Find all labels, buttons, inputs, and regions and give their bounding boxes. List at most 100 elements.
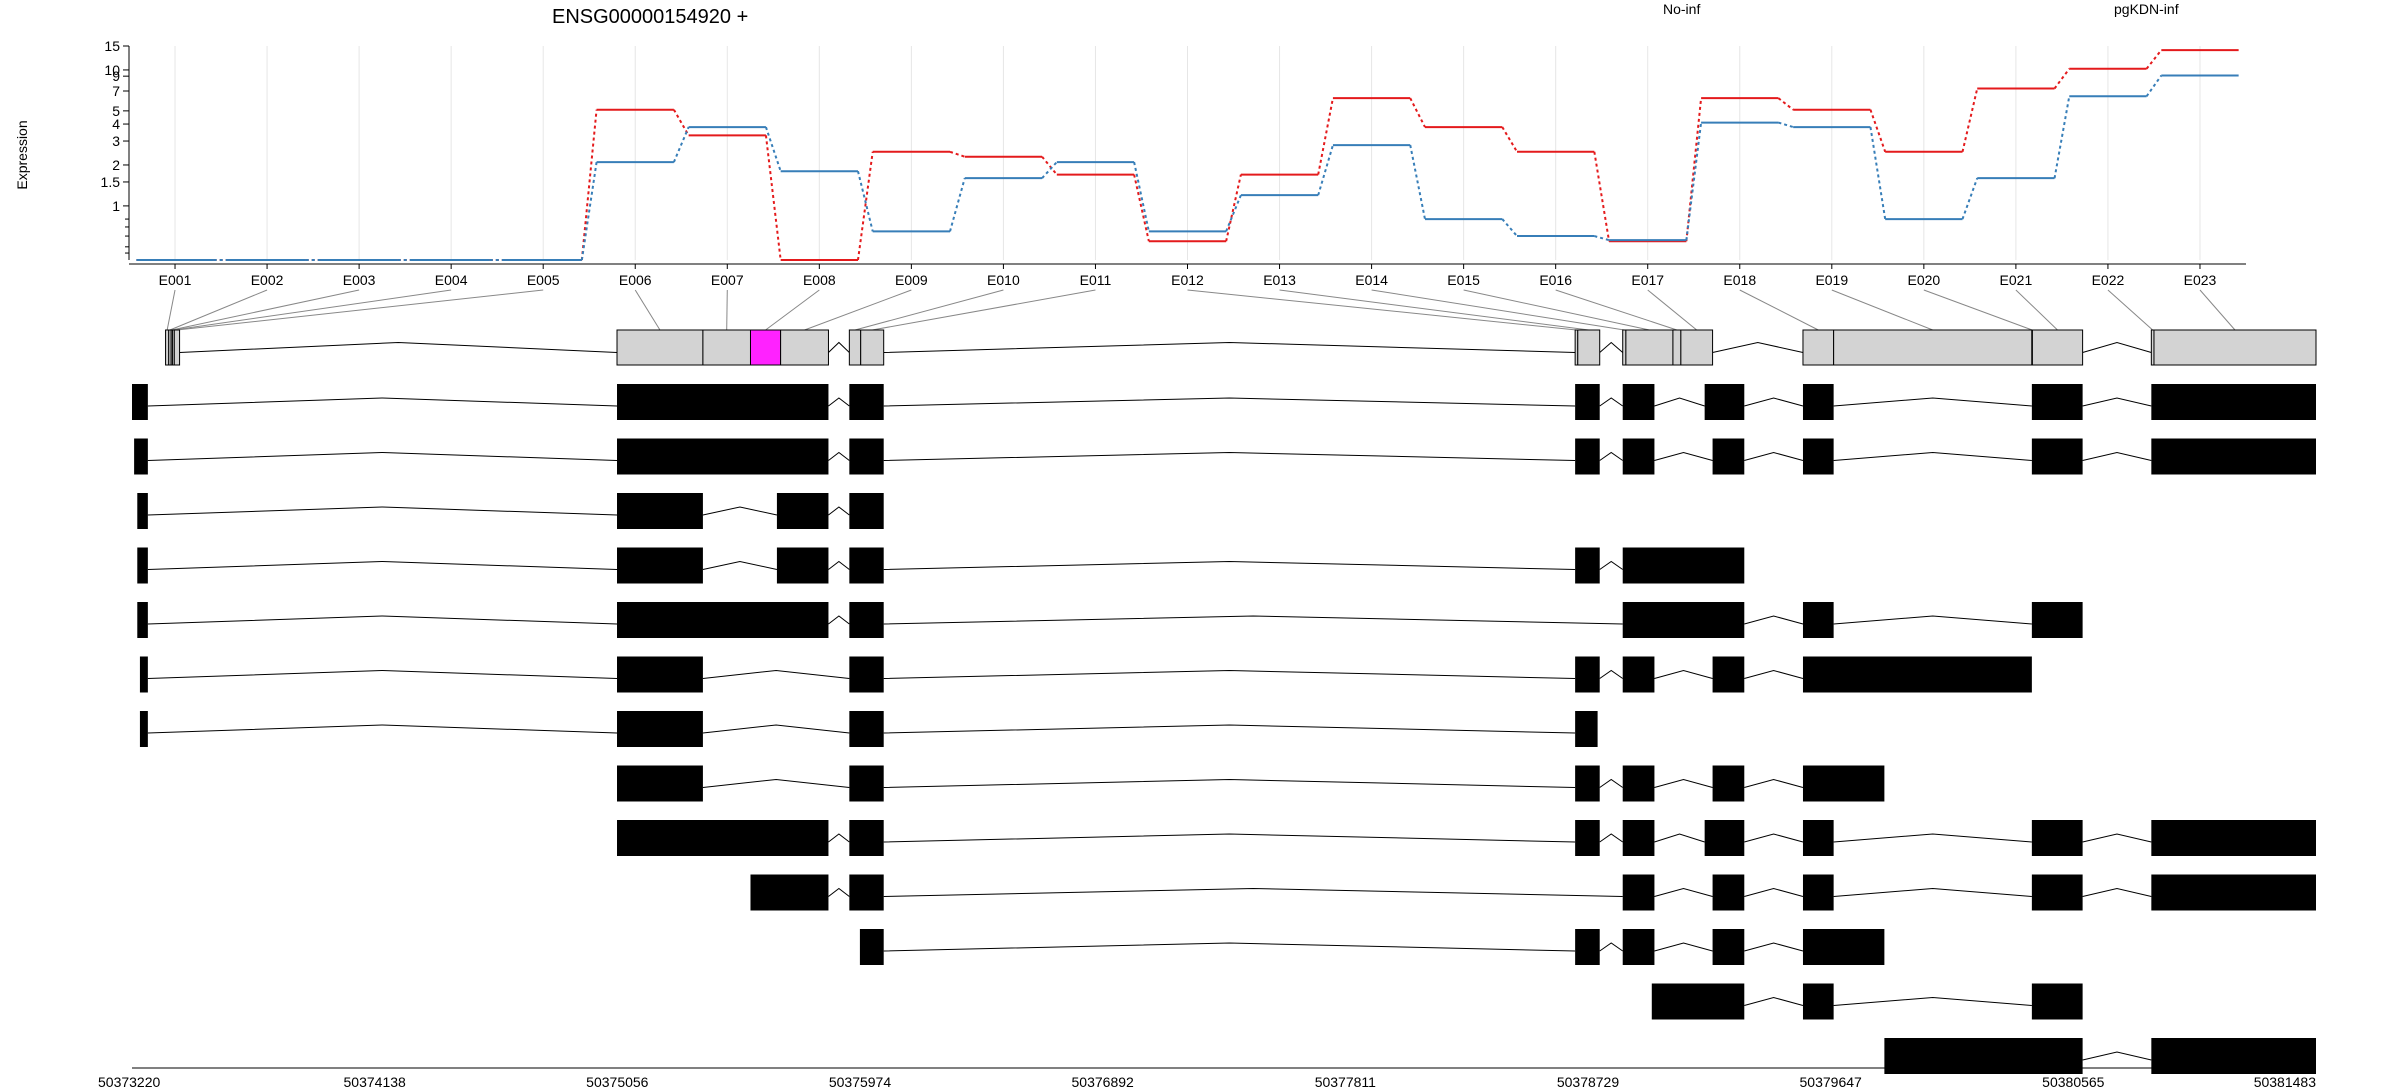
- intron-line: [179, 341, 618, 353]
- series-1-connector: [1869, 126, 1887, 220]
- transcript-exon: [1712, 656, 1745, 693]
- transcript-exon: [1622, 656, 1655, 693]
- series-1-connector: [2053, 96, 2071, 179]
- transcript-intron: [883, 833, 1576, 843]
- transcript-intron: [2082, 451, 2152, 461]
- exon-link-line: [169, 289, 268, 331]
- y-tick-label: 1: [112, 198, 120, 214]
- transcript-exon: [134, 438, 148, 475]
- transcript-exon: [776, 547, 829, 584]
- genomic-coordinate-label: 50380565: [2042, 1074, 2105, 1090]
- transcript-intron: [1599, 778, 1623, 788]
- series-1-connector: [2145, 74, 2163, 97]
- exon-label: E004: [435, 272, 468, 288]
- transcript-exon: [849, 438, 884, 475]
- series-1-connector: [949, 177, 966, 232]
- transcript-exon: [617, 820, 829, 856]
- y-tick-label: 10: [104, 62, 120, 78]
- series-1-connector: [857, 170, 874, 232]
- transcript-intron: [1599, 397, 1623, 407]
- series-1-connector: [580, 161, 598, 261]
- transcript-intron: [1833, 833, 2032, 843]
- exon-link-line: [1647, 289, 1698, 331]
- transcript-exon: [1575, 929, 1600, 965]
- exon-link-line: [1923, 289, 2033, 331]
- transcript-exon: [137, 602, 148, 638]
- transcript-exon: [849, 711, 884, 747]
- transcript-exon: [1622, 929, 1655, 965]
- intron-line: [883, 341, 1576, 353]
- exon-link-line: [726, 289, 728, 331]
- exon-link-line: [166, 289, 176, 331]
- exon-label: E023: [2184, 272, 2217, 288]
- transcript-exon: [849, 765, 884, 802]
- transcript-exon: [1802, 656, 2032, 693]
- transcript-exon: [1622, 820, 1655, 856]
- series-0-connector: [2053, 68, 2071, 90]
- transcript-exon: [1802, 602, 1834, 638]
- exon-label: E005: [527, 272, 560, 288]
- series-0-connector: [1593, 151, 1611, 242]
- y-tick-label: 15: [104, 38, 120, 54]
- exon-link-line: [2015, 289, 2058, 331]
- exon-link-line: [872, 289, 1096, 331]
- transcript-exon: [617, 384, 829, 420]
- transcript-intron: [1654, 887, 1713, 897]
- transcript-exon: [617, 765, 703, 802]
- exon-bin: [1672, 329, 1682, 366]
- exon-label: E021: [2000, 272, 2033, 288]
- transcript-exon: [617, 711, 703, 747]
- exon-label: E012: [1171, 272, 1204, 288]
- series-1-connector: [1133, 161, 1150, 232]
- transcript-intron: [1654, 778, 1713, 788]
- transcript-exon: [2151, 438, 2316, 475]
- transcript-exon: [1712, 874, 1745, 911]
- transcript-intron: [147, 397, 618, 407]
- y-tick-label: 9: [112, 68, 120, 84]
- transcript-exon: [1622, 765, 1655, 802]
- transcript-intron: [1744, 778, 1804, 788]
- transcript-exon: [617, 547, 703, 584]
- transcript-exon: [1622, 547, 1745, 584]
- transcript-exon: [2151, 820, 2316, 856]
- series-1-connector: [1409, 144, 1426, 220]
- transcript-intron: [702, 724, 850, 734]
- transcript-exon: [1622, 874, 1655, 911]
- exon-link-line: [1555, 289, 1678, 331]
- series-1-connector: [1225, 194, 1242, 232]
- transcript-exon: [1575, 820, 1600, 856]
- series-0-connector: [1409, 97, 1426, 128]
- transcript-intron: [883, 724, 1576, 734]
- transcript-intron: [147, 615, 618, 625]
- series-0-connector: [1869, 109, 1887, 153]
- transcript-intron: [1744, 996, 1804, 1006]
- exon-bin: [616, 329, 704, 366]
- exon-label: E017: [1631, 272, 1664, 288]
- exon-link-line: [1463, 289, 1650, 331]
- transcript-exon: [1884, 1038, 2083, 1074]
- genomic-coordinate-label: 50376892: [1072, 1074, 1135, 1090]
- series-0-connector: [580, 109, 598, 261]
- exon-link-line: [765, 289, 820, 331]
- transcript-exon: [617, 493, 703, 529]
- series-0-connector: [1225, 174, 1242, 242]
- legend-label-no-inf: No-inf: [1663, 1, 1700, 17]
- transcript-exon: [1712, 765, 1745, 802]
- transcript-intron: [828, 397, 850, 407]
- transcript-exon: [2031, 983, 2083, 1020]
- transcript-exon: [849, 547, 884, 584]
- exon-link-line: [1739, 289, 1819, 331]
- series-1-connector: [1041, 161, 1058, 179]
- series-0-connector: [949, 150, 966, 158]
- transcript-exon: [2031, 384, 2083, 420]
- transcript-intron: [1654, 942, 1713, 952]
- transcript-intron: [147, 506, 618, 516]
- transcript-intron: [1744, 615, 1804, 625]
- transcript-intron: [828, 451, 850, 461]
- transcript-exon: [1651, 983, 1745, 1020]
- transcript-exon: [1802, 929, 1885, 965]
- exon-link-line: [1831, 289, 1933, 331]
- series-0-connector: [1317, 97, 1334, 175]
- exon-link-line: [2107, 289, 2153, 331]
- series-1-connector: [1685, 122, 1703, 241]
